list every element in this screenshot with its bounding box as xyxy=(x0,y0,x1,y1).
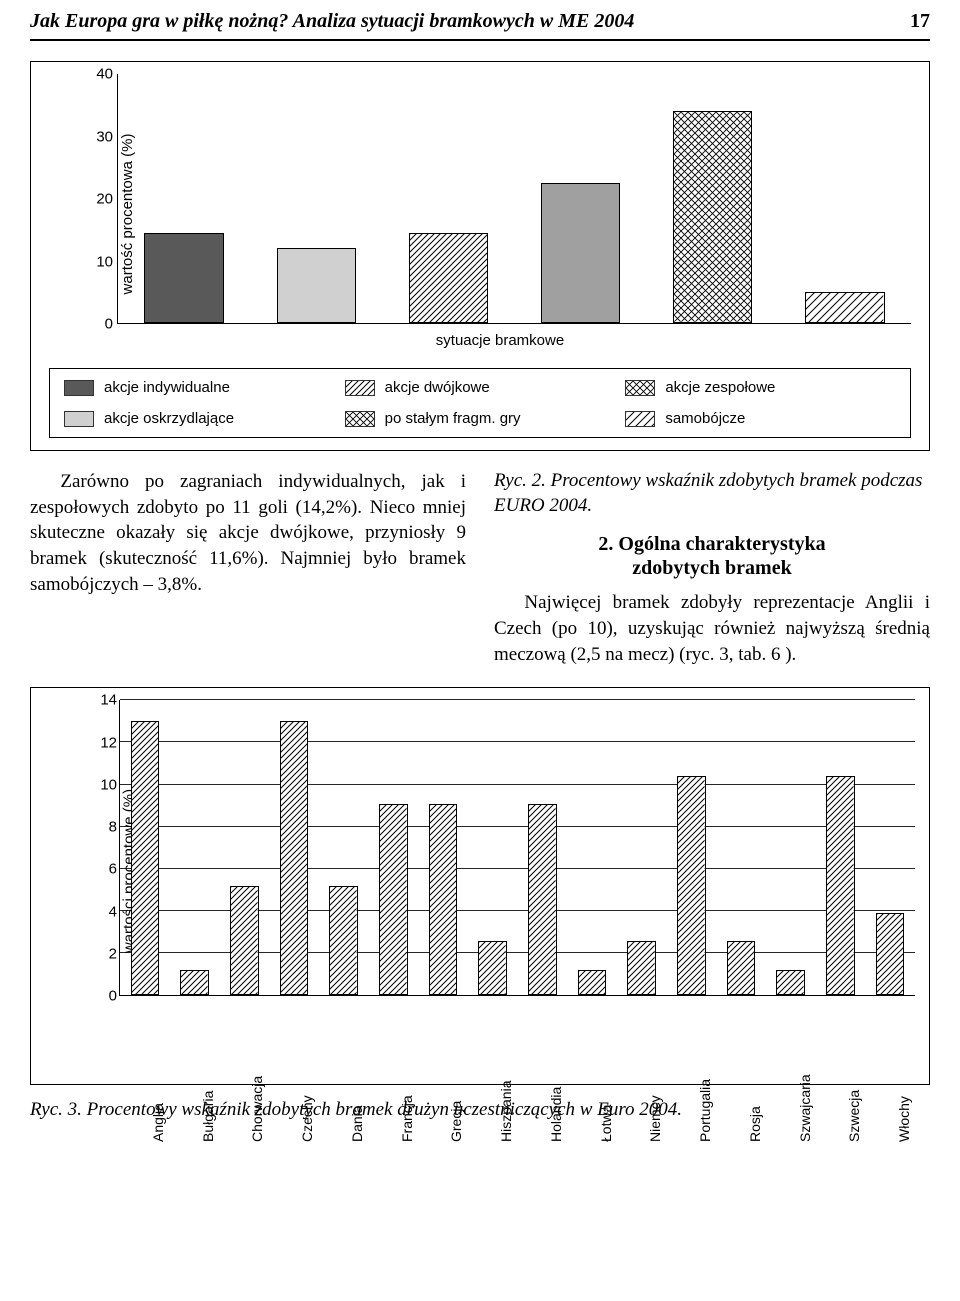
chart2-bar xyxy=(230,886,259,996)
text-columns: Zarówno po zagraniach indywidualnych, ja… xyxy=(30,469,930,667)
legend-label: akcje dwójkowe xyxy=(385,379,490,396)
chart2-gridline xyxy=(120,826,915,827)
chart2-ytick: 0 xyxy=(93,988,117,1005)
legend-item: akcje oskrzydlające xyxy=(64,410,335,427)
chart2-gridline xyxy=(120,741,915,742)
chart2-bar xyxy=(876,913,905,995)
chart1-ytick: 0 xyxy=(89,316,113,333)
chart1-ytick: 20 xyxy=(89,191,113,208)
legend-item: akcje indywidualne xyxy=(64,379,335,396)
chart1-bar xyxy=(144,233,223,323)
chart1-ytick: 40 xyxy=(89,66,113,83)
page-number: 17 xyxy=(910,10,930,33)
chart1-bar xyxy=(409,233,488,323)
chart2-ytick: 4 xyxy=(93,903,117,920)
chart2-bar xyxy=(180,970,209,995)
legend-swatch xyxy=(345,380,375,396)
legend-swatch xyxy=(625,411,655,427)
chart1: wartość procentowa (%) 010203040 sytuacj… xyxy=(89,74,911,354)
chart2-bar xyxy=(826,776,855,995)
chart2-caption: Ryc. 3. Procentowy wskaźnik zdobytych br… xyxy=(30,1099,930,1121)
chart2-bar xyxy=(131,721,160,995)
chart1-xlabel: sytuacje bramkowe xyxy=(89,332,911,349)
legend-label: akcje indywidualne xyxy=(104,379,230,396)
chart2-bar xyxy=(776,970,805,995)
legend-swatch xyxy=(64,380,94,396)
chart2: wartości procentowe (%) 02468101214 Angl… xyxy=(93,700,915,1080)
chart1-caption: Ryc. 2. Procentowy wskaźnik zdobytych br… xyxy=(494,469,930,518)
chart2-bar xyxy=(280,721,309,995)
section-heading: 2. Ogólna charakterystyka zdobytych bram… xyxy=(494,532,930,580)
chart2-bar xyxy=(379,804,408,996)
chart2-ytick: 10 xyxy=(93,776,117,793)
left-column: Zarówno po zagraniach indywidualnych, ja… xyxy=(30,469,466,667)
chart2-ytick: 2 xyxy=(93,946,117,963)
chart1-ytick: 10 xyxy=(89,253,113,270)
chart2-ytick: 8 xyxy=(93,819,117,836)
chart2-bar xyxy=(578,970,607,995)
page-root: Jak Europa gra w piłkę nożną? Analiza sy… xyxy=(0,0,960,1151)
chart1-plot xyxy=(117,74,911,324)
chart2-bar xyxy=(478,941,507,996)
chart2-bar xyxy=(677,776,706,995)
chart2-bar xyxy=(329,886,358,996)
legend-label: po stałym fragm. gry xyxy=(385,410,521,427)
right-column: Ryc. 2. Procentowy wskaźnik zdobytych br… xyxy=(494,469,930,667)
chart2-container: wartości procentowe (%) 02468101214 Angl… xyxy=(30,687,930,1085)
legend-swatch xyxy=(625,380,655,396)
chart2-plot xyxy=(119,700,915,996)
chart2-gridline xyxy=(120,868,915,869)
legend-item: po stałym fragm. gry xyxy=(345,410,616,427)
header-title: Jak Europa gra w piłkę nożną? Analiza sy… xyxy=(30,10,634,33)
chart1-bar xyxy=(541,183,620,323)
chart2-bar xyxy=(429,804,458,996)
chart2-bar xyxy=(627,941,656,996)
chart1-bar xyxy=(805,292,884,323)
legend-item: samobójcze xyxy=(625,410,896,427)
legend-item: akcje zespołowe xyxy=(625,379,896,396)
legend-label: akcje zespołowe xyxy=(665,379,775,396)
chart2-gridline xyxy=(120,699,915,700)
legend-swatch xyxy=(345,411,375,427)
chart2-ytick: 12 xyxy=(93,734,117,751)
running-header: Jak Europa gra w piłkę nożną? Analiza sy… xyxy=(30,0,930,41)
chart2-ytick: 6 xyxy=(93,861,117,878)
legend-swatch xyxy=(64,411,94,427)
chart2-bar xyxy=(528,804,557,996)
chart2-bar xyxy=(727,941,756,996)
chart1-container: wartość procentowa (%) 010203040 sytuacj… xyxy=(30,61,930,451)
chart2-ytick: 14 xyxy=(93,692,117,709)
legend-label: samobójcze xyxy=(665,410,745,427)
legend-label: akcje oskrzydlające xyxy=(104,410,234,427)
left-paragraph: Zarówno po zagraniach indywidualnych, ja… xyxy=(30,469,466,597)
chart2-gridline xyxy=(120,784,915,785)
chart1-legend: akcje indywidualne akcje dwójkowe akcje ze… xyxy=(49,368,911,438)
chart1-ytick: 30 xyxy=(89,128,113,145)
chart1-bar xyxy=(673,111,752,323)
chart1-bar xyxy=(277,248,356,323)
legend-item: akcje dwójkowe xyxy=(345,379,616,396)
right-paragraph: Najwięcej bramek zdobyły reprezentacje A… xyxy=(494,590,930,667)
